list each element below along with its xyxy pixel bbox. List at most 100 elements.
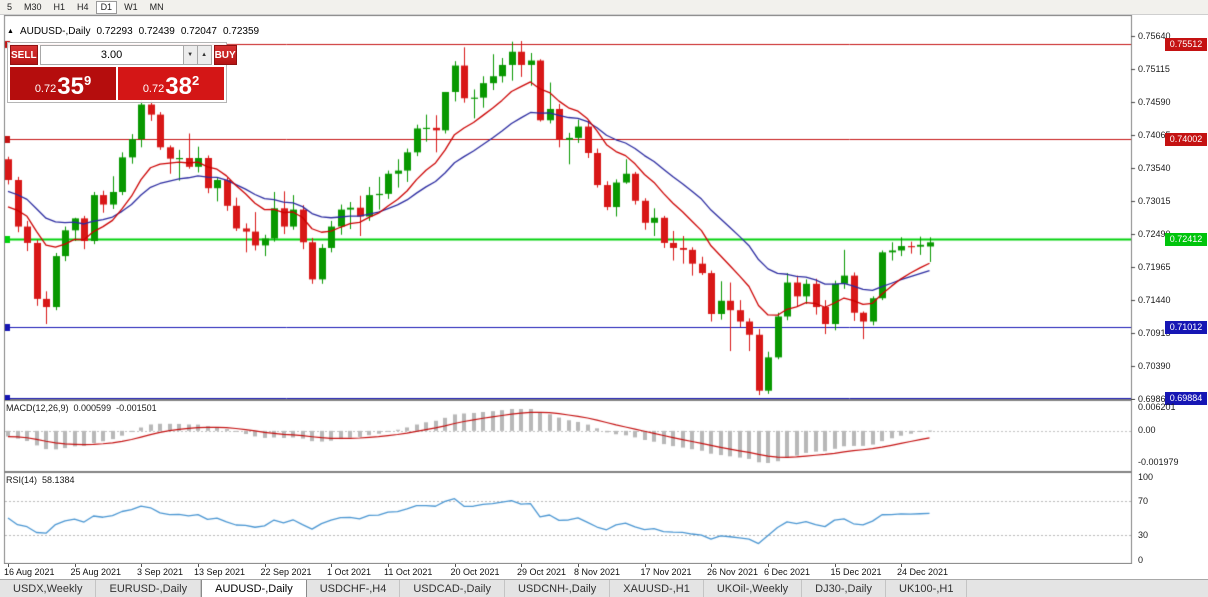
buy-price-prefix: 0.72 bbox=[142, 83, 165, 95]
price-axis-tick: 0.72490 bbox=[1138, 229, 1171, 240]
chart-tab-ukoil-weekly[interactable]: UKOil-,Weekly bbox=[704, 580, 803, 597]
timeframe-button-d1[interactable]: D1 bbox=[95, 0, 118, 14]
chart-tab-xauusd-h1[interactable]: XAUUSD-,H1 bbox=[610, 580, 704, 597]
rsi-axis-label: 30 bbox=[1138, 529, 1149, 540]
price-axis-tick: 0.70390 bbox=[1138, 361, 1171, 372]
buy-price-quote[interactable]: 0.72 38 2 bbox=[118, 67, 224, 100]
date-axis[interactable]: 16 Aug 2021 25 Aug 2021 3 Sep 2021 13 Sep 2… bbox=[0, 564, 1208, 579]
date-axis-label: 3 Sep 2021 bbox=[137, 567, 184, 577]
chart-tab-audusd-daily[interactable]: AUDUSD-,Daily bbox=[201, 580, 307, 597]
chart-tabs-bar: USDX,Weekly EURUSD-,Daily AUDUSD-,Daily USD… bbox=[0, 579, 1208, 597]
price-chart-panel: ▲ AUDUSD-,Daily 0.72293 0.72439 0.72047 … bbox=[0, 15, 1208, 405]
price-axis-tick: 0.73015 bbox=[1138, 196, 1171, 207]
timeframe-button-m30[interactable]: M30 bbox=[19, 1, 47, 14]
date-axis-label: 22 Sep 2021 bbox=[260, 567, 312, 577]
timeframe-button-w1[interactable]: W1 bbox=[119, 1, 143, 14]
date-axis-tick bbox=[264, 564, 266, 567]
rsi-name: RSI(14) bbox=[6, 475, 38, 485]
chart-tab-dj30-daily[interactable]: DJ30-,Daily bbox=[802, 580, 887, 597]
buy-price-pips: 38 bbox=[165, 73, 192, 100]
price-axis-tick: 0.73540 bbox=[1138, 163, 1171, 174]
chart-tab-usdcnh-daily[interactable]: USDCNH-,Daily bbox=[505, 580, 611, 597]
sell-price-quote[interactable]: 0.72 35 9 bbox=[10, 67, 116, 100]
date-axis-tick bbox=[388, 564, 389, 567]
date-axis-tick bbox=[521, 564, 522, 567]
date-axis-label: 8 Nov 2021 bbox=[574, 567, 621, 577]
date-axis-tick bbox=[901, 564, 902, 567]
price-badge-0-71012: 0.71012 bbox=[1165, 320, 1207, 334]
rsi-panel: RSI(14) 58.1384 100 70 30 0 bbox=[0, 472, 1208, 565]
price-axis-tick: 0.70915 bbox=[1138, 328, 1171, 339]
rsi-axis-label: 0 bbox=[1138, 555, 1144, 565]
chart-title: AUDUSD-,Daily bbox=[19, 26, 91, 37]
ohlc-close: 0.72359 bbox=[222, 26, 260, 37]
macd-axis-label: 0.006201 bbox=[1138, 402, 1176, 412]
chart-symbol-icon: ▲ bbox=[7, 27, 14, 35]
date-axis-tick bbox=[74, 564, 76, 567]
rsi-indicator-label: RSI(14) 58.1384 bbox=[6, 475, 75, 485]
buy-button[interactable]: BUY bbox=[213, 45, 237, 65]
chart-tab-eurusd-daily[interactable]: EURUSD-,Daily bbox=[96, 580, 202, 597]
ohlc-low: 0.72047 bbox=[180, 26, 217, 37]
chart-tab-usdchf-h4[interactable]: USDCHF-,H4 bbox=[307, 580, 401, 597]
macd-name: MACD(12,26,9) bbox=[6, 403, 69, 413]
price-axis[interactable]: 0.75640 0.75115 0.74590 0.74065 0.73540 0.730… bbox=[1132, 15, 1208, 405]
rsi-axis-label: 100 bbox=[1138, 472, 1154, 482]
timeframe-button-h4[interactable]: H4 bbox=[72, 1, 94, 14]
sell-price-prefix: 0.72 bbox=[34, 83, 57, 95]
date-axis-label: 20 Oct 2021 bbox=[450, 567, 500, 577]
date-axis-label: 25 Aug 2021 bbox=[70, 567, 122, 577]
price-badge-0-75512: 0.75512 bbox=[1165, 37, 1207, 51]
date-axis-tick bbox=[644, 564, 646, 567]
one-click-trading-widget: SELL ▼ ▲ BUY 0.72 35 9 0.72 38 2 bbox=[7, 42, 237, 103]
date-axis-tick bbox=[834, 564, 836, 567]
price-axis-tick: 0.71965 bbox=[1138, 262, 1171, 273]
date-axis-label: 24 Dec 2021 bbox=[897, 567, 949, 577]
timeframe-button-5[interactable]: 5 bbox=[2, 1, 17, 14]
timeframe-toolbar: 5 M30 H1 H4 D1 W1 MN bbox=[0, 0, 1208, 15]
date-axis-tick bbox=[198, 564, 199, 567]
macd-axis-label: 0.00 bbox=[1138, 424, 1156, 435]
timeframe-button-h1[interactable]: H1 bbox=[49, 1, 71, 14]
rsi-axis[interactable]: 100 70 30 0 bbox=[1132, 472, 1208, 565]
date-axis-tick bbox=[768, 564, 769, 567]
macd-axis[interactable]: 0.006201 0.00 -0.001979 bbox=[1132, 400, 1208, 472]
date-axis-tick bbox=[578, 564, 579, 567]
price-axis-tick: 0.75115 bbox=[1138, 64, 1170, 75]
volume-increase-button[interactable]: ▲ bbox=[196, 46, 211, 64]
price-badge-0-74002: 0.74002 bbox=[1165, 132, 1207, 146]
price-badge-0-69884: 0.69884 bbox=[1165, 391, 1207, 405]
date-axis-label: 13 Sep 2021 bbox=[194, 567, 246, 577]
macd-signal-value: -0.001501 bbox=[116, 403, 157, 413]
ohlc-open: 0.72293 bbox=[96, 26, 133, 37]
volume-input[interactable] bbox=[40, 46, 183, 64]
date-axis-tick bbox=[454, 564, 456, 567]
price-badge-0-72412: 0.72412 bbox=[1165, 232, 1207, 246]
rsi-chart-canvas[interactable] bbox=[0, 472, 1208, 564]
chart-tab-uk100-h1[interactable]: UK100-,H1 bbox=[886, 580, 968, 597]
date-axis-label: 15 Dec 2021 bbox=[830, 567, 882, 577]
macd-indicator-label: MACD(12,26,9) 0.000599 -0.001501 bbox=[6, 403, 157, 413]
timeframe-button-mn[interactable]: MN bbox=[145, 1, 169, 14]
macd-main-value: 0.000599 bbox=[73, 403, 112, 413]
chart-tab-usdx-weekly[interactable]: USDX,Weekly bbox=[0, 580, 97, 597]
volume-decrease-button[interactable]: ▼ bbox=[182, 46, 197, 64]
price-axis-tick: 0.69865 bbox=[1138, 394, 1171, 405]
date-axis-label: 11 Oct 2021 bbox=[384, 567, 433, 577]
date-axis-label: 16 Aug 2021 bbox=[4, 567, 55, 577]
chart-ohlc-header: ▲ AUDUSD-,Daily 0.72293 0.72439 0.72047 … bbox=[7, 26, 259, 37]
sell-button[interactable]: SELL bbox=[10, 45, 38, 65]
price-axis-tick: 0.71440 bbox=[1138, 295, 1171, 306]
chart-tab-usdcad-daily[interactable]: USDCAD-,Daily bbox=[400, 580, 505, 597]
rsi-axis-label: 70 bbox=[1138, 496, 1149, 507]
macd-panel: MACD(12,26,9) 0.000599 -0.001501 0.00620… bbox=[0, 400, 1208, 472]
price-axis-tick: 0.75640 bbox=[1138, 31, 1171, 41]
volume-spinner: ▼ ▲ bbox=[39, 45, 212, 65]
sell-price-point: 9 bbox=[83, 73, 92, 88]
date-axis-label: 29 Oct 2021 bbox=[517, 567, 567, 577]
date-axis-label: 1 Oct 2021 bbox=[327, 567, 372, 577]
macd-chart-canvas[interactable] bbox=[0, 400, 1208, 472]
date-axis-label: 26 Nov 2021 bbox=[707, 567, 759, 577]
date-axis-tick bbox=[711, 564, 712, 567]
